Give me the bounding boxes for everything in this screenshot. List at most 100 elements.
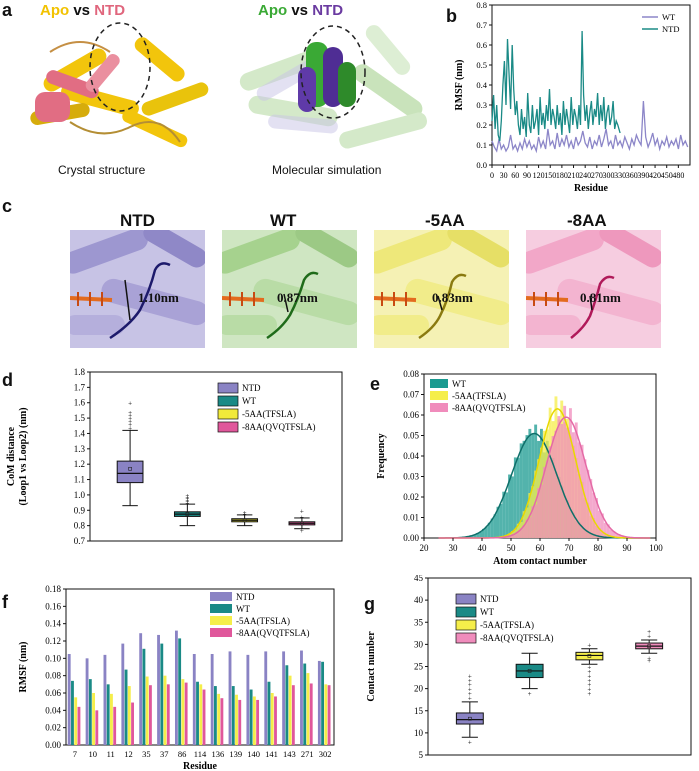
outlier-point: + [587, 668, 591, 676]
bar-1 [71, 680, 74, 745]
y-tick-label: 0.04 [45, 705, 61, 715]
y-tick-label: 0.06 [403, 410, 419, 420]
y-tick-label: 0.2 [476, 120, 487, 130]
outlier-point: + [468, 739, 472, 747]
hist-bar-0 [487, 522, 491, 538]
x-tick-label: 100 [649, 543, 663, 553]
bar-1 [178, 638, 182, 745]
apo-label: Apo [40, 2, 70, 19]
y-tick-label: 0.06 [45, 688, 61, 698]
legend-label: NTD [236, 592, 255, 602]
legend-label: -5AA(TFSLA) [236, 616, 290, 626]
hist-bar-0 [516, 457, 520, 538]
x-tick-label: 139 [229, 749, 242, 759]
bar-0 [300, 650, 303, 745]
legend-swatch [217, 421, 239, 433]
outlier-point: + [468, 677, 472, 685]
y-tick-label: 0.1 [476, 140, 487, 150]
panel-g-label: g [364, 594, 375, 614]
y-tick-label: 1.6 [74, 398, 86, 408]
hist-bar-2 [566, 427, 569, 538]
outlier-point: + [128, 412, 132, 420]
bar-3 [238, 699, 242, 745]
com-distance-boxplot: 0.70.80.91.01.11.21.31.41.51.61.71.8++++… [6, 367, 343, 546]
x-tick-label: 37 [160, 749, 169, 759]
hist-bar-0 [493, 514, 497, 538]
mean-marker [300, 521, 304, 526]
y-tick-label: 0.02 [403, 492, 419, 502]
mean-marker [185, 512, 190, 516]
y-tick-label: 1.7 [74, 382, 86, 392]
bar-2 [324, 684, 328, 745]
panel-c-title-wt: WT [270, 211, 297, 230]
legend-label: NTD [662, 24, 679, 34]
panel-e-label: e [370, 374, 381, 394]
mean-marker [647, 644, 651, 648]
x-tick-label: 10 [89, 749, 98, 759]
hist-bar-2 [511, 534, 514, 538]
hist-bar-2 [545, 460, 549, 538]
hist-bar-2 [534, 504, 538, 538]
y-tick-label: 1.8 [74, 367, 86, 377]
apo-label: Apo [258, 2, 288, 19]
y-tick-label: 0.01 [403, 513, 419, 523]
x-tick-label: 12 [124, 749, 133, 759]
legend-label: NTD [480, 594, 499, 604]
x-tick-label: 70 [565, 543, 575, 553]
x-tick-label: 30 [449, 543, 459, 553]
x-axis-label: Residue [574, 183, 608, 194]
panel-c-title-8aa: -8AA [567, 211, 607, 230]
y-tick-label: 0.14 [45, 619, 61, 629]
x-tick-label: 300 [602, 171, 614, 180]
legend-swatch [455, 632, 477, 644]
mean-marker [128, 466, 132, 471]
y-tick-label: 25 [414, 662, 424, 672]
x-tick-label: 150 [544, 171, 556, 180]
y-tick-label: 0.16 [45, 601, 61, 611]
bar-0 [282, 651, 286, 745]
outlier-point: + [128, 409, 132, 417]
legend-swatch [217, 408, 239, 420]
mean-marker [527, 669, 532, 673]
outlier-point: + [300, 513, 304, 521]
y-tick-label: 0.0 [476, 160, 487, 170]
bar-2 [199, 684, 203, 745]
legend-label: -5AA(TFSLA) [480, 620, 534, 630]
outlier-point: + [587, 672, 591, 680]
bar-0 [317, 660, 321, 745]
panel-a-left-title: Apo vs NTD [40, 2, 125, 19]
contact-histogram: 0.00 0.01 0.02 0.03 0.04 0.05 0.06 0.07 0.08 20 30… [376, 369, 663, 565]
y-tick-label: 0.03 [403, 472, 419, 482]
y-tick-label: 1.1 [74, 475, 85, 485]
legend-swatch [430, 379, 448, 388]
legend-swatch [430, 391, 448, 400]
bar-1 [249, 689, 253, 745]
hist-bar-0 [467, 536, 471, 538]
bar-2 [288, 675, 292, 745]
bar-3 [95, 710, 99, 745]
y-tick-label: 0.07 [403, 390, 419, 400]
hist-bar-0 [502, 491, 506, 538]
ntd-label: NTD [94, 2, 126, 19]
x-tick-label: 210 [568, 171, 580, 180]
bar-1 [88, 679, 92, 745]
bar-0 [103, 654, 107, 745]
hist-bar-2 [606, 524, 610, 538]
hist-bar-2 [519, 528, 523, 538]
x-tick-label: 11 [107, 749, 115, 759]
hist-bar-0 [470, 535, 474, 538]
hist-bar-0 [496, 506, 500, 538]
legend-swatch [455, 606, 477, 618]
bar-2 [217, 693, 221, 745]
outlier-point: + [128, 418, 132, 426]
outlier-point: + [300, 507, 304, 515]
hist-bar-0 [525, 435, 529, 538]
rmsf-line-chart: 0.0 0.1 0.2 0.3 0.4 0.5 0.6 0.7 0.8 0 30 60 90 120 150… [454, 0, 691, 194]
rmsf-bar-chart: 7 10 11 12 35 37 86 114 136 139 140 141 143 271 302 0.0… [18, 584, 335, 771]
bar-2 [181, 679, 185, 745]
bar-3 [131, 702, 134, 745]
hist-bar-2 [603, 522, 607, 538]
hist-bar-2 [577, 442, 581, 538]
outlier-point: + [647, 628, 651, 636]
outlier-point: + [647, 657, 651, 665]
